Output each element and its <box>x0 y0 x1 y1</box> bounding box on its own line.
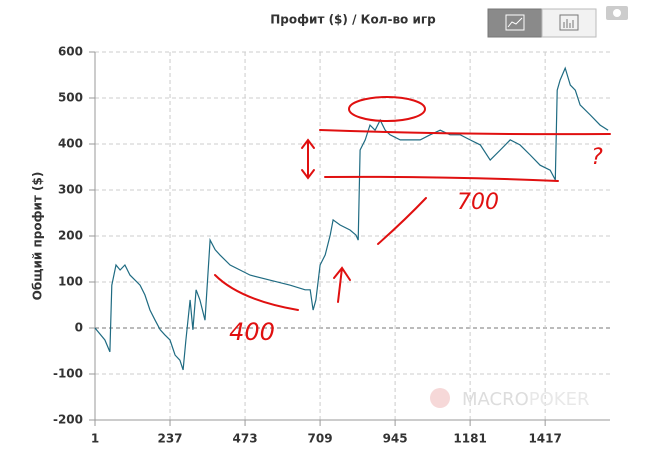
y-tick-label: 500 <box>58 91 83 105</box>
y-tick-label: 300 <box>58 183 83 197</box>
y-tick-label: 0 <box>75 321 83 335</box>
hand-line <box>324 175 559 182</box>
plot-area: -200 -100 0 100 200 300 400 500 600 1 237 473 709 945… <box>53 45 610 446</box>
y-tick-label: 600 <box>58 45 83 59</box>
watermark-part: POKER <box>529 389 590 410</box>
hand-drawings <box>214 96 611 311</box>
x-tick-label: 237 <box>157 432 182 446</box>
hand-ellipse <box>348 96 426 122</box>
chart-title: Профит ($) / Кол-во игр <box>270 13 436 27</box>
x-tick-label: 1 <box>91 432 99 446</box>
y-axis-label: Общий профит ($) <box>31 172 45 301</box>
hand-line <box>319 129 611 136</box>
line-icon-path <box>507 17 523 28</box>
view-toggle[interactable] <box>487 8 597 38</box>
bar-icon <box>559 14 579 31</box>
x-tick-label: 1181 <box>453 432 486 446</box>
series-line <box>94 66 609 371</box>
hand-curve <box>377 197 427 245</box>
y-tick-label: -200 <box>53 413 83 427</box>
hand-arrow <box>301 138 315 180</box>
bar-icon-path <box>563 19 574 28</box>
y-tick-label: 100 <box>58 275 83 289</box>
camera-button[interactable] <box>606 6 628 20</box>
y-tick-label: 200 <box>58 229 83 243</box>
annotation: ? <box>591 145 603 170</box>
watermark: MACROPOKER <box>462 389 590 410</box>
hand-curve <box>214 274 299 311</box>
x-tick-label: 473 <box>233 432 258 446</box>
x-tick-label: 709 <box>308 432 333 446</box>
line-icon <box>505 14 525 31</box>
x-tick-label: 945 <box>383 432 408 446</box>
bar-view-button[interactable] <box>541 8 597 38</box>
hand-arrow <box>333 266 351 303</box>
x-tick-label: 1417 <box>528 432 561 446</box>
y-tick-label: 400 <box>58 137 83 151</box>
camera-lens <box>613 9 621 17</box>
watermark-part: MACRO <box>462 389 529 410</box>
annotation: 400 <box>229 318 275 346</box>
y-tick-label: -100 <box>53 367 83 381</box>
annotation: 700 <box>457 190 499 215</box>
watermark-logo <box>430 388 450 408</box>
